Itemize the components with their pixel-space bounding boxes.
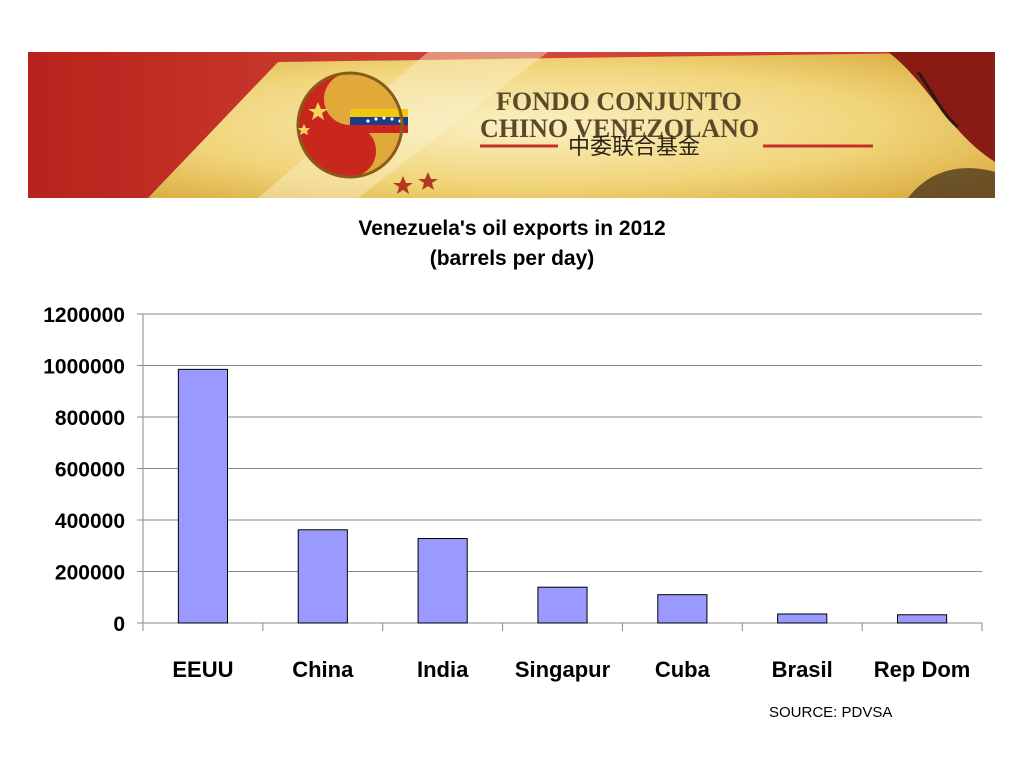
banner-chinese: 中委联合基金 bbox=[568, 135, 700, 160]
bar-cuba bbox=[657, 594, 708, 624]
bar-rep-dom bbox=[897, 614, 948, 624]
chart-subtitle: (barrels per day) bbox=[429, 247, 595, 270]
banner-line-2: CHINO VENEZOLANO bbox=[480, 114, 759, 143]
banner-graphic: FONDO CONJUNTO CHINO VENEZOLANO 中委联合基金 bbox=[28, 52, 995, 198]
x-category-label: Singapur bbox=[515, 657, 611, 682]
y-tick-label: 800000 bbox=[55, 407, 125, 430]
star-icon bbox=[298, 102, 328, 135]
x-category-label: China bbox=[292, 657, 354, 682]
x-category-label: EEUU bbox=[172, 657, 233, 682]
y-tick-label: 0 bbox=[113, 613, 125, 636]
y-tick-label: 400000 bbox=[55, 510, 125, 533]
chart-title: Venezuela's oil exports in 2012 bbox=[358, 217, 666, 240]
bar-eeuu bbox=[177, 368, 228, 624]
stars-decoration-icon bbox=[393, 172, 438, 194]
y-tick-label: 200000 bbox=[55, 562, 125, 585]
y-tick-label: 1200000 bbox=[43, 304, 125, 327]
bar-singapur bbox=[537, 586, 588, 624]
source-note: SOURCE: PDVSA bbox=[769, 704, 893, 721]
bar-india bbox=[417, 538, 468, 624]
x-category-label: Brasil bbox=[772, 657, 833, 682]
bar-china bbox=[297, 529, 348, 624]
banner-image: FONDO CONJUNTO CHINO VENEZOLANO 中委联合基金 bbox=[28, 52, 995, 198]
y-tick-label: 1000000 bbox=[43, 356, 125, 379]
banner-line-1: FONDO CONJUNTO bbox=[496, 87, 742, 116]
emblem-icon bbox=[296, 71, 408, 179]
x-category-label: Rep Dom bbox=[874, 657, 971, 682]
x-category-label: India bbox=[417, 657, 469, 682]
bar-brasil bbox=[777, 613, 828, 624]
y-tick-label: 600000 bbox=[55, 459, 125, 482]
chart-title-block: Venezuela's oil exports in 2012 (barrels… bbox=[0, 214, 1024, 274]
x-category-label: Cuba bbox=[655, 657, 711, 682]
